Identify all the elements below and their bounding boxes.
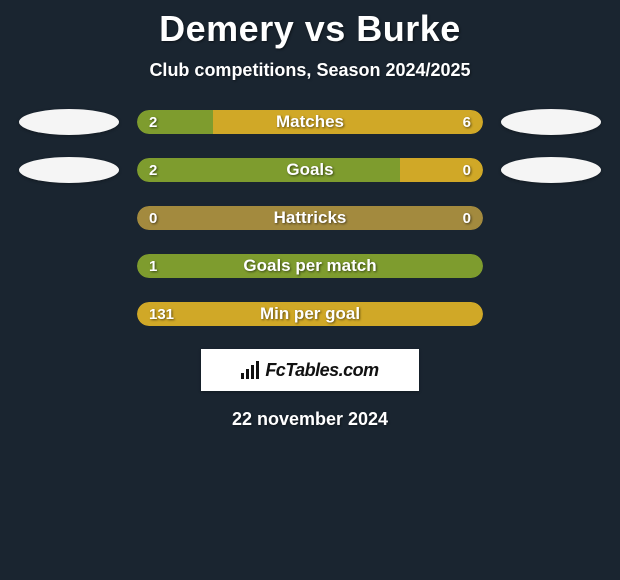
avatar-spacer: [19, 253, 119, 279]
logo-text: FcTables.com: [265, 360, 378, 381]
stat-rows: 26Matches 20Goals 00Hattricks 1Goals per ma…: [0, 109, 620, 327]
bar-segment-left: [137, 110, 213, 134]
player-left-avatar: [19, 109, 119, 135]
avatar-spacer: [19, 205, 119, 231]
stat-row: 1Goals per match: [0, 253, 620, 279]
stat-row: 20Goals: [0, 157, 620, 183]
infographic-date: 22 november 2024: [232, 409, 388, 430]
page-subtitle: Club competitions, Season 2024/2025: [149, 60, 470, 81]
avatar-spacer: [501, 301, 601, 327]
stat-row: 26Matches: [0, 109, 620, 135]
bar-segment-left: [137, 158, 400, 182]
bar-segment-left: [137, 254, 483, 278]
stat-bar: 20Goals: [137, 158, 483, 182]
player-right-avatar: [501, 157, 601, 183]
stat-bar: 00Hattricks: [137, 206, 483, 230]
bar-segment-right: [213, 110, 483, 134]
player-right-avatar: [501, 109, 601, 135]
stat-bar: 1Goals per match: [137, 254, 483, 278]
player-left-avatar: [19, 157, 119, 183]
bar-segment-left: [137, 302, 483, 326]
bar-segment-neutral: [137, 206, 483, 230]
chart-icon: [241, 361, 259, 379]
stat-row: 00Hattricks: [0, 205, 620, 231]
avatar-spacer: [19, 301, 119, 327]
page-title: Demery vs Burke: [159, 8, 461, 50]
infographic-container: Demery vs Burke Club competitions, Seaso…: [0, 0, 620, 430]
bar-segment-right: [400, 158, 483, 182]
stat-row: 131Min per goal: [0, 301, 620, 327]
stat-bar: 26Matches: [137, 110, 483, 134]
avatar-spacer: [501, 253, 601, 279]
avatar-spacer: [501, 205, 601, 231]
stat-bar: 131Min per goal: [137, 302, 483, 326]
fctables-logo: FcTables.com: [201, 349, 419, 391]
